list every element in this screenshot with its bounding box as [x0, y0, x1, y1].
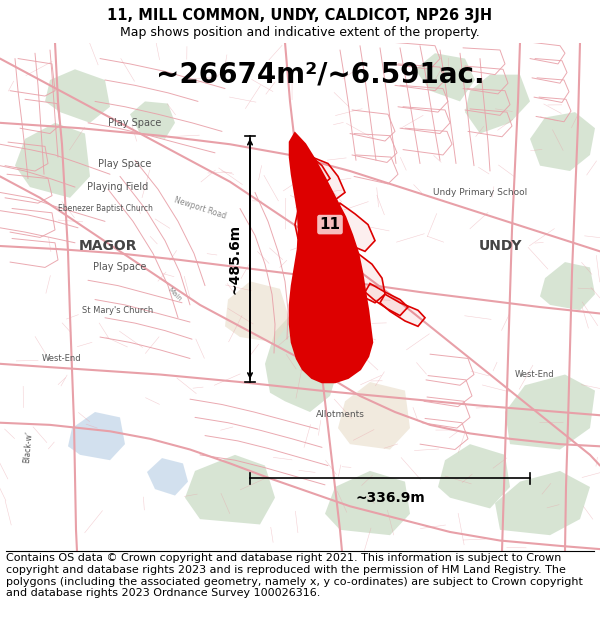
- Text: 11: 11: [320, 217, 341, 232]
- Text: Play Space: Play Space: [109, 118, 161, 128]
- Polygon shape: [185, 455, 275, 524]
- Polygon shape: [45, 69, 110, 123]
- Polygon shape: [130, 101, 175, 139]
- Text: Black-w’: Black-w’: [22, 430, 34, 462]
- Polygon shape: [335, 203, 375, 251]
- Text: West-End: West-End: [42, 354, 82, 363]
- Text: Undy Primary School: Undy Primary School: [433, 188, 527, 197]
- Polygon shape: [308, 157, 345, 200]
- Polygon shape: [147, 458, 188, 496]
- Polygon shape: [338, 382, 410, 449]
- Polygon shape: [438, 444, 510, 508]
- Text: Newport Road: Newport Road: [173, 196, 227, 221]
- Text: Playing Field: Playing Field: [88, 182, 149, 192]
- Text: Play Space: Play Space: [94, 262, 146, 272]
- Polygon shape: [306, 217, 342, 251]
- Text: ~336.9m: ~336.9m: [355, 491, 425, 505]
- Polygon shape: [540, 262, 595, 310]
- Text: Map shows position and indicative extent of the property.: Map shows position and indicative extent…: [120, 26, 480, 39]
- Polygon shape: [68, 412, 125, 460]
- Polygon shape: [297, 342, 326, 371]
- Text: St Mary's Church: St Mary's Church: [82, 306, 154, 315]
- Polygon shape: [415, 53, 475, 101]
- Polygon shape: [306, 254, 342, 289]
- Polygon shape: [495, 471, 590, 535]
- Text: ~26674m²/~6.591ac.: ~26674m²/~6.591ac.: [155, 61, 484, 89]
- Text: Contains OS data © Crown copyright and database right 2021. This information is : Contains OS data © Crown copyright and d…: [6, 554, 583, 598]
- Polygon shape: [380, 294, 425, 326]
- Text: Allotments: Allotments: [316, 409, 364, 419]
- Polygon shape: [295, 299, 328, 332]
- Polygon shape: [365, 284, 408, 316]
- Text: Play Space: Play Space: [98, 159, 152, 169]
- Text: Ebenezer Baptist Church: Ebenezer Baptist Church: [58, 204, 152, 213]
- Text: ~485.6m: ~485.6m: [228, 224, 242, 294]
- Polygon shape: [290, 134, 372, 382]
- Text: Main: Main: [167, 286, 183, 302]
- Polygon shape: [305, 299, 340, 335]
- Text: 11, MILL COMMON, UNDY, CALDICOT, NP26 3JH: 11, MILL COMMON, UNDY, CALDICOT, NP26 3J…: [107, 8, 493, 22]
- Polygon shape: [348, 254, 385, 302]
- Polygon shape: [296, 155, 330, 187]
- Polygon shape: [530, 112, 595, 171]
- Polygon shape: [15, 123, 90, 198]
- Polygon shape: [296, 254, 330, 284]
- Polygon shape: [295, 211, 328, 246]
- Text: MAGOR: MAGOR: [79, 239, 137, 253]
- Polygon shape: [225, 281, 290, 342]
- Polygon shape: [325, 471, 410, 535]
- Polygon shape: [505, 374, 595, 449]
- Text: West-End: West-End: [515, 370, 555, 379]
- Polygon shape: [265, 305, 340, 412]
- Polygon shape: [465, 74, 530, 134]
- Text: UNDY: UNDY: [478, 239, 522, 253]
